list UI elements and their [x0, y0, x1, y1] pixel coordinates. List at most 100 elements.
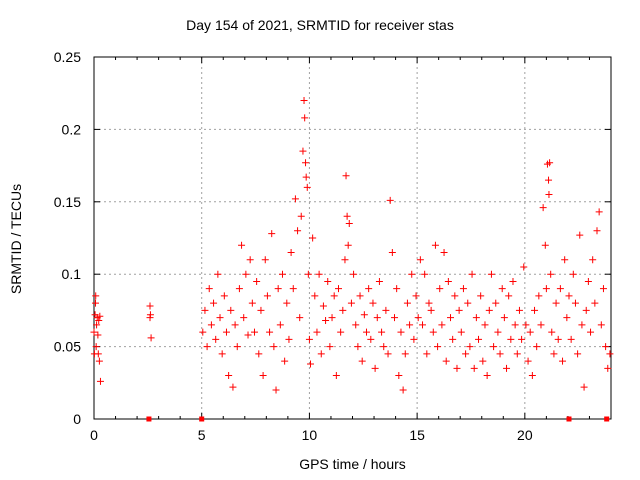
y-tick-label: 0.2 [62, 121, 82, 137]
data-point [569, 270, 577, 278]
data-point [285, 335, 293, 343]
data-point [522, 321, 530, 329]
chart-title: Day 154 of 2021, SRMTID for receiver sta… [186, 17, 454, 33]
data-point [358, 357, 366, 365]
data-point [263, 292, 271, 300]
data-point [212, 335, 220, 343]
data-point [546, 159, 554, 167]
data-point [548, 328, 556, 336]
data-point [455, 306, 463, 314]
x-tick-label: 0 [90, 427, 98, 443]
data-point [567, 335, 575, 343]
data-point [330, 292, 338, 300]
data-point [313, 328, 321, 336]
data-point [92, 343, 100, 351]
data-point [235, 285, 243, 293]
data-point [342, 172, 350, 180]
data-point [472, 314, 480, 322]
data-point [419, 321, 427, 329]
data-point [248, 299, 256, 307]
data-point [354, 343, 362, 351]
data-point [257, 306, 265, 314]
data-point [589, 256, 597, 264]
data-point [550, 350, 558, 358]
data-point [324, 277, 332, 285]
data-point [367, 335, 375, 343]
data-point [205, 285, 213, 293]
data-point [339, 306, 347, 314]
data-point [214, 270, 222, 278]
data-point [250, 328, 258, 336]
data-point [299, 147, 307, 155]
data-point [203, 343, 211, 351]
data-point [365, 285, 373, 293]
data-point [503, 364, 511, 372]
y-tick-label: 0.1 [62, 266, 82, 282]
data-point [599, 285, 607, 293]
data-point [363, 328, 371, 336]
data-point [96, 377, 104, 385]
data-point [547, 270, 555, 278]
data-point [406, 321, 414, 329]
data-point [395, 372, 403, 380]
y-tick-label: 0 [73, 411, 81, 427]
data-point [332, 372, 340, 380]
zero-marker [604, 416, 610, 422]
data-point [479, 357, 487, 365]
data-point [526, 328, 534, 336]
data-point [509, 277, 517, 285]
data-point [317, 350, 325, 358]
data-point [229, 383, 237, 391]
data-point [352, 321, 360, 329]
data-point [360, 311, 368, 319]
data-point [541, 241, 549, 249]
data-point [442, 357, 450, 365]
data-point [421, 270, 429, 278]
data-point [606, 350, 614, 358]
data-point [356, 292, 364, 300]
grid-lines [94, 57, 611, 419]
data-point [466, 343, 474, 351]
data-point [326, 343, 334, 351]
data-point [147, 334, 155, 342]
data-point [483, 372, 491, 380]
data-point [328, 314, 336, 322]
data-point [542, 285, 550, 293]
data-point [591, 299, 599, 307]
data-point [311, 292, 319, 300]
data-point [92, 299, 100, 307]
data-point [304, 270, 312, 278]
data-point [231, 321, 239, 329]
data-point [593, 227, 601, 235]
data-point [294, 227, 302, 235]
data-point [408, 270, 416, 278]
zero-marker [566, 416, 572, 422]
data-point [468, 270, 476, 278]
data-point [291, 195, 299, 203]
data-point [453, 364, 461, 372]
data-point [545, 191, 553, 199]
data-point [96, 312, 104, 320]
data-point [303, 183, 311, 191]
axis-ticks: 0 5 10 15 20 0 0.05 0.1 0.15 0.2 0.25 [54, 49, 611, 443]
data-point [539, 204, 547, 212]
data-point [388, 248, 396, 256]
data-point [371, 364, 379, 372]
data-point [375, 277, 383, 285]
data-point [449, 335, 457, 343]
y-axis-label: SRMTID / TECUs [8, 183, 24, 295]
data-point [602, 343, 610, 351]
data-point [334, 285, 342, 293]
data-point [401, 350, 409, 358]
data-point [464, 299, 472, 307]
x-tick-label: 5 [198, 427, 206, 443]
data-point [94, 331, 102, 339]
data-point [511, 321, 519, 329]
data-point [571, 299, 579, 307]
data-point [559, 357, 567, 365]
data-point [350, 270, 358, 278]
data-point [561, 256, 569, 264]
data-point [528, 372, 536, 380]
data-point [403, 299, 411, 307]
data-point [494, 328, 502, 336]
